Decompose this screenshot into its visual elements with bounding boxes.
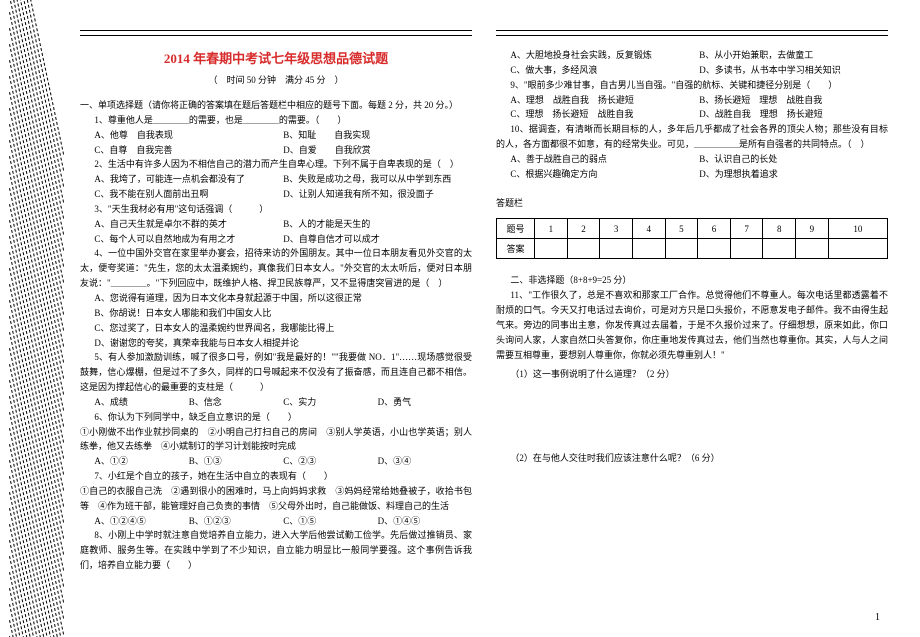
- q3-opts1: A、自己天生就是卓尔不群的英才 B、人的才能是天生的: [80, 217, 472, 232]
- q1a: A、他尊 自我表现: [94, 128, 283, 143]
- q6d: D、③④: [378, 454, 472, 469]
- q10c: C、根据兴趣确定方向: [510, 167, 699, 182]
- q7d: D、①④⑤: [378, 514, 472, 529]
- q6: 6、你认为下列同学中，缺乏自立意识的是（ ）: [80, 410, 472, 425]
- q6b: B、①③: [189, 454, 283, 469]
- ans-col: 4: [632, 219, 665, 239]
- q11-2: （2）在与他人交往时我们应该注意什么呢？（6 分）: [496, 451, 888, 466]
- q9d: D、战胜自我 理想 扬长避短: [699, 107, 888, 122]
- answer-label: 答题栏: [496, 196, 888, 211]
- section2-head: 二、非选择题（8+8+9=25 分）: [496, 273, 888, 288]
- ans-col: 8: [763, 219, 796, 239]
- q5a: A、成绩: [94, 395, 188, 410]
- exam-subtitle: （ 时间 50 分钟 满分 45 分 ）: [80, 73, 472, 86]
- ans-col: 7: [730, 219, 763, 239]
- q5-opts: A、成绩 B、信念 C、实力 D、勇气: [80, 395, 472, 410]
- q5d: D、勇气: [378, 395, 472, 410]
- q2d: D、让别人知道我有所不知，很没面子: [283, 187, 472, 202]
- ans-col: 3: [600, 219, 633, 239]
- q2-opts1: A、我垮了，可能连一点机会都没有了 B、失败是成功之母，我可以从中学到东西: [80, 172, 472, 187]
- q4c: C、您过奖了，日本女人的温柔婉约世界闻名，我哪能比得上: [80, 321, 472, 336]
- ans-cell: [665, 239, 698, 259]
- q1c: C、自尊 自我完善: [94, 143, 283, 158]
- ans-cell: [698, 239, 731, 259]
- ans-col: 9: [796, 219, 829, 239]
- q5: 5、有人参加激励训练，喊了很多口号，例如"我是最好的！""我要做 NO．1"………: [80, 350, 472, 395]
- q3d: D、自尊自信才可以成才: [283, 232, 472, 247]
- section1-head: 一、单项选择题（请你将正确的答案填在题后答题栏中相应的题号下面。每题 2 分，共…: [80, 98, 472, 113]
- q7-stems: ①自己的衣服自己洗 ②遇到很小的困难时，马上向妈妈求救 ③妈妈经常给她叠被子，收…: [80, 484, 472, 514]
- q7b: B、①②③: [189, 514, 283, 529]
- ans-cell: [567, 239, 600, 259]
- tbl-row2: 答案: [497, 239, 535, 259]
- ans-col: 6: [698, 219, 731, 239]
- q9: 9、"眼前多少难甘事，自古男儿当自强。"自强的航标、关键和捷径分别是（ ）: [496, 78, 888, 93]
- q2b: B、失败是成功之母，我可以从中学到东西: [283, 172, 472, 187]
- q2: 2、生活中有许多人因为不相信自己的潜力而产生自卑心理。下列不属于自卑表现的是（ …: [80, 157, 472, 172]
- q8-opts2: C、做大事，多经风浪 D、多读书，从书本中学习相关知识: [496, 63, 888, 78]
- q10d: D、为理想执着追求: [699, 167, 888, 182]
- q3c: C、每个人可以自然地成为有用之才: [94, 232, 283, 247]
- q4b: B、你胡说！日本女人哪能和我们中国女人比: [80, 306, 472, 321]
- q2c: C、我不能在别人面前出丑啊: [94, 187, 283, 202]
- q4d: D、谢谢您的夸奖，真荣幸我能与日本女人相提并论: [80, 336, 472, 351]
- q3-opts2: C、每个人可以自然地成为有用之才 D、自尊自信才可以成才: [80, 232, 472, 247]
- q9-opts2: C、理想 扬长避短 战胜自我 D、战胜自我 理想 扬长避短: [496, 107, 888, 122]
- q8c: C、做大事，多经风浪: [510, 63, 699, 78]
- q6-stems: ①小刚做不出作业就抄同桌的 ②小明自己打扫自己的房间 ③别人学英语，小山也学英语…: [80, 425, 472, 455]
- exam-title: 2014 年春期中考试七年级思想品德试题: [80, 48, 472, 67]
- q8b: B、从小开始兼职，去做童工: [699, 48, 888, 63]
- q6a: A、①②: [94, 454, 188, 469]
- q10-opts2: C、根据兴趣确定方向 D、为理想执着追求: [496, 167, 888, 182]
- q8a: A、大胆地投身社会实践，反复锻炼: [510, 48, 699, 63]
- q8d: D、多读书，从书本中学习相关知识: [699, 63, 888, 78]
- q8: 8、小刚上中学时就注意自觉培养自立能力，进入大学后他尝试勤工俭学。先后做过推销员…: [80, 528, 472, 573]
- ans-col: 5: [665, 219, 698, 239]
- ans-cell: [730, 239, 763, 259]
- q1d: D、自爱 自我欣赏: [283, 143, 472, 158]
- q1: 1、尊重他人是＿＿＿＿的需要，也是＿＿＿＿的需要。（ ）: [80, 113, 472, 128]
- tbl-head: 题号: [497, 219, 535, 239]
- q1-opts: A、他尊 自我表现 B、知耻 自我实现: [80, 128, 472, 143]
- ans-col: 2: [567, 219, 600, 239]
- q10a: A、善于战胜自己的弱点: [510, 152, 699, 167]
- ans-cell: [828, 239, 887, 259]
- ans-cell: [763, 239, 796, 259]
- q9b: B、扬长避短 理想 战胜自我: [699, 93, 888, 108]
- q6c: C、②③: [283, 454, 377, 469]
- q9-opts1: A、理想 战胜自我 扬长避短 B、扬长避短 理想 战胜自我: [496, 93, 888, 108]
- q11-1: （1）这一事例说明了什么道理？（2 分）: [496, 367, 888, 382]
- q9a: A、理想 战胜自我 扬长避短: [510, 93, 699, 108]
- ans-col: 10: [828, 219, 887, 239]
- q3: 3、"天生我材必有用"这句话强调（ ）: [80, 202, 472, 217]
- q5b: B、信念: [189, 395, 283, 410]
- q2-opts2: C、我不能在别人面前出丑啊 D、让别人知道我有所不知，很没面子: [80, 187, 472, 202]
- ans-cell: [600, 239, 633, 259]
- q8-opts1: A、大胆地投身社会实践，反复锻炼 B、从小开始兼职，去做童工: [496, 48, 888, 63]
- q4a: A、您说得有道理，因为日本文化本身就起源于中国，所以这很正常: [80, 291, 472, 306]
- ans-col: 1: [535, 219, 568, 239]
- q5c: C、实力: [283, 395, 377, 410]
- q10-opts1: A、善于战胜自己的弱点 B、认识自己的长处: [496, 152, 888, 167]
- ans-cell: [535, 239, 568, 259]
- q1b: B、知耻 自我实现: [283, 128, 472, 143]
- q2a: A、我垮了，可能连一点机会都没有了: [94, 172, 283, 187]
- page-number: 1: [875, 612, 880, 623]
- answer-table: 题号12345678910 答案: [496, 218, 888, 259]
- ans-cell: [796, 239, 829, 259]
- q7: 7、小红是个自立的孩子，她在生活中自立的表现有（ ）: [80, 469, 472, 484]
- q7-opts: A、①②④⑤ B、①②③ C、①⑤ D、①④⑤: [80, 514, 472, 529]
- q1-opts2: C、自尊 自我完善 D、自爱 自我欣赏: [80, 143, 472, 158]
- q9c: C、理想 扬长避短 战胜自我: [510, 107, 699, 122]
- q7c: C、①⑤: [283, 514, 377, 529]
- q7a: A、①②④⑤: [94, 514, 188, 529]
- q3b: B、人的才能是天生的: [283, 217, 472, 232]
- q3a: A、自己天生就是卓尔不群的英才: [94, 217, 283, 232]
- q10: 10、据调查，有清晰而长期目标的人，多年后几乎都成了社会各界的顶尖人物；那些没有…: [496, 122, 888, 152]
- q10b: B、认识自己的长处: [699, 152, 888, 167]
- q11: 11、"工作很久了，总是不喜欢和那家工厂合作。总觉得他们不尊重人。每次电话里都透…: [496, 288, 888, 362]
- q6-opts: A、①② B、①③ C、②③ D、③④: [80, 454, 472, 469]
- q4: 4、一位中国外交官在家里举办宴会，招待来访的外国朋友。其中一位日本朋友看见外交官…: [80, 246, 472, 291]
- ans-cell: [632, 239, 665, 259]
